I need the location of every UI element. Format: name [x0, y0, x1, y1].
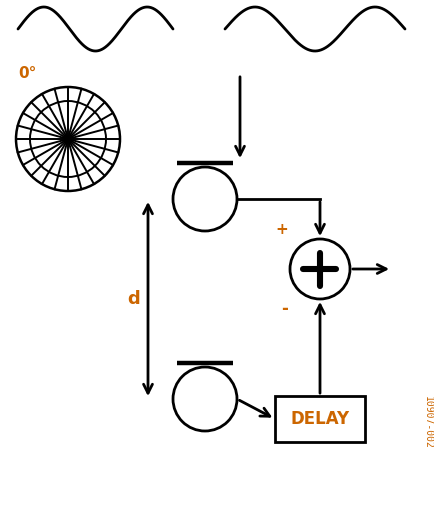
Text: 10907-002: 10907-002	[422, 396, 432, 449]
Text: 0°: 0°	[18, 66, 36, 81]
Text: +: +	[275, 222, 287, 237]
Text: DELAY: DELAY	[290, 410, 349, 428]
Bar	[274, 396, 364, 442]
Text: d: d	[127, 290, 140, 308]
Text: -: -	[280, 300, 287, 318]
